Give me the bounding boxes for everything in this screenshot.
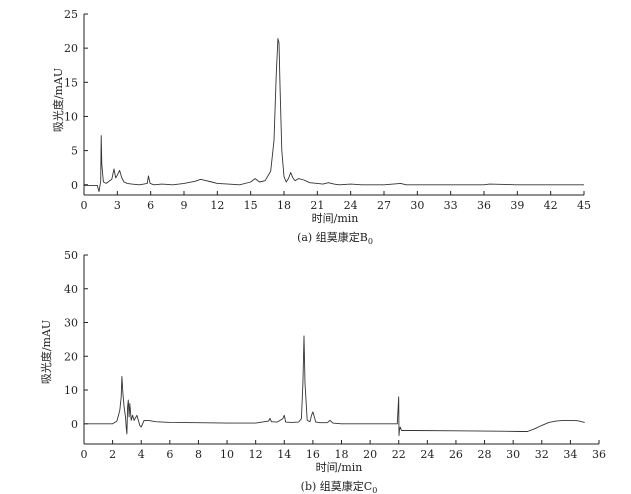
- chart-b-x-tick-label: 8: [195, 448, 202, 461]
- chart-a-x-tick-label: 9: [181, 199, 188, 212]
- chart-b-x-tick-label: 4: [138, 448, 145, 461]
- chart-a-caption-main: (a) 组莫康定B: [297, 230, 368, 244]
- chart-b-y-tick-label: 40: [64, 283, 78, 296]
- chart-a-caption: (a) 组莫康定B0: [297, 230, 373, 246]
- chart-b-x-tick-label: 28: [478, 448, 492, 461]
- chart-b-x-tick-label: 22: [392, 448, 406, 461]
- chart-a-y-tick-label: 15: [64, 76, 78, 89]
- chart-b-y-tick-label: 30: [64, 317, 78, 330]
- chart-b-x-tick-label: 24: [420, 448, 434, 461]
- chart-a-x-tick-label: 6: [147, 199, 154, 212]
- chart-a-x-tick-label: 21: [310, 199, 324, 212]
- chart-b-trace: [84, 335, 585, 437]
- chart-a-xlabel: 时间/min: [312, 212, 359, 225]
- chart-a-frame: [83, 14, 584, 196]
- chart-a-x-tick-label: 39: [510, 199, 524, 212]
- chart-b-ylabel: 吸光度/mAU: [39, 320, 53, 384]
- chart-b-x-tick-label: 2: [109, 448, 116, 461]
- chart-a-y-tick-label: 5: [71, 145, 78, 158]
- chart-a-x-tick-label: 33: [444, 199, 458, 212]
- chart-b-x-tick-label: 0: [81, 448, 88, 461]
- chart-b-y-tick-label: 10: [64, 384, 78, 397]
- chart-a-x-tick-label: 18: [277, 199, 291, 212]
- chart-b-caption-sub: 0: [372, 486, 377, 494]
- chart-a-y-tick-label: 20: [64, 42, 78, 55]
- chart-a-trace: [84, 38, 584, 193]
- chart-a-x-tick-label: 45: [577, 199, 591, 212]
- chart-b-y-tick-label: 20: [64, 350, 78, 363]
- chart-a-x-tick-label: 36: [477, 199, 491, 212]
- chart-a-ylabel: 吸光度/mAU: [51, 68, 65, 132]
- chart-b-x-axis: 0 2 4 6 8 10 12 14 16 18 20 22 24 26 28 30 32 34 36: [81, 440, 606, 461]
- chart-b-y-tick-label: 0: [71, 418, 78, 431]
- chart-b-x-tick-label: 20: [363, 448, 377, 461]
- chart-b-x-tick-label: 36: [592, 448, 606, 461]
- chart-a-x-axis: 0 3 6 9 12 15 18 21 24 27 30 33 36 39 42 45: [81, 191, 591, 212]
- chart-a-y-tick-label: 10: [64, 110, 78, 123]
- chart-a-y-tick-label: 25: [64, 8, 78, 21]
- chart-b-x-tick-label: 10: [220, 448, 234, 461]
- chart-a-caption-sub: 0: [368, 237, 373, 246]
- chart-b-frame: [83, 255, 599, 445]
- chart-a-x-tick-label: 42: [544, 199, 558, 212]
- chart-b-caption-main: (b) 组莫康定C: [301, 479, 373, 493]
- chart-b-x-tick-label: 14: [277, 448, 291, 461]
- chart-a-x-tick-label: 30: [410, 199, 424, 212]
- chart-a-x-tick-label: 15: [244, 199, 258, 212]
- chart-a-x-tick-label: 3: [114, 199, 121, 212]
- chart-a-y-tick-label: 0: [71, 179, 78, 192]
- chart-b-y-axis: 0 10 20 30 40 50: [64, 249, 88, 431]
- chart-b-x-tick-label: 12: [249, 448, 263, 461]
- chart-b-x-tick-label: 34: [563, 448, 577, 461]
- chart-b-x-tick-label: 30: [506, 448, 520, 461]
- chart-b-xlabel: 时间/min: [316, 461, 363, 474]
- chart-a-y-axis: 0 5 10 15 20 25: [64, 8, 88, 192]
- chart-a-x-tick-label: 24: [344, 199, 358, 212]
- chart-b-x-tick-label: 26: [449, 448, 463, 461]
- chart-b-y-tick-label: 50: [64, 249, 78, 262]
- chart-a-series: [84, 38, 584, 193]
- chart-b-x-tick-label: 6: [166, 448, 173, 461]
- chart-b-x-tick-label: 18: [335, 448, 349, 461]
- chart-a-x-tick-label: 12: [210, 199, 224, 212]
- chart-b-x-tick-label: 32: [535, 448, 549, 461]
- chart-b-x-tick-label: 16: [306, 448, 320, 461]
- chart-a-x-tick-label: 27: [377, 199, 391, 212]
- chart-b-series: [84, 335, 585, 437]
- chart-a-x-tick-label: 0: [81, 199, 88, 212]
- chart-b-caption: (b) 组莫康定C0: [301, 479, 378, 494]
